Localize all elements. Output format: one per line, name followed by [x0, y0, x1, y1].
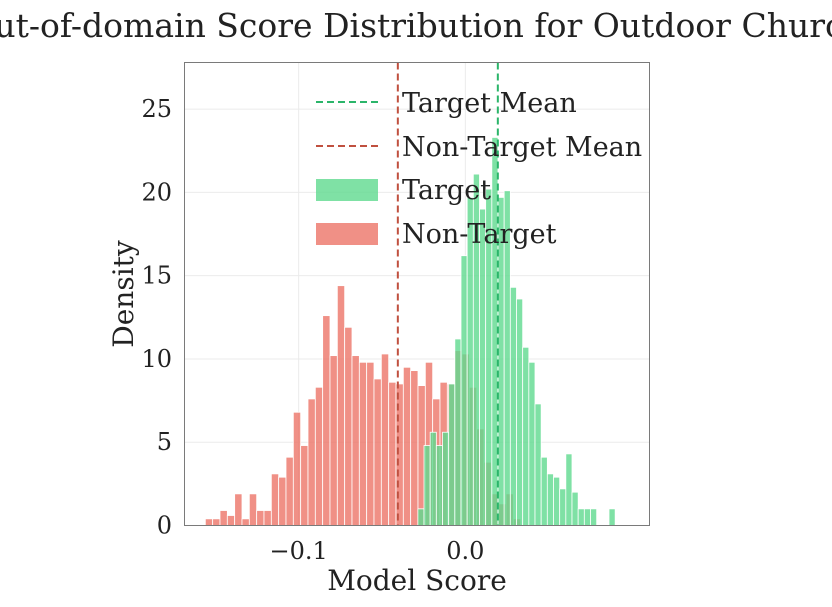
non-target-bar-2: [219, 510, 228, 526]
x-axis-ticks: −0.1 0.0: [270, 537, 485, 565]
target-bar-23: [559, 488, 567, 526]
y-axis-label: Density: [107, 240, 140, 348]
target-bar-10: [479, 208, 487, 526]
target-bar-25: [571, 491, 579, 526]
non-target-bar-9: [270, 473, 280, 526]
non-target-bar-21: [358, 361, 368, 526]
non-target-bar-17: [329, 355, 338, 526]
target-bar-1: [423, 445, 431, 526]
non-target-bar-7: [256, 510, 265, 526]
target-bar-20: [540, 456, 548, 526]
non-target-bar-0: [204, 518, 214, 526]
target-bar-28: [590, 508, 598, 526]
non-target-bar-12: [292, 411, 302, 526]
target-bar-2: [429, 431, 437, 526]
non-target-bar-11: [285, 456, 294, 526]
legend-swatch-target: [316, 179, 378, 201]
target-bar-19: [534, 403, 542, 526]
non-target-bar-18: [336, 285, 346, 526]
non-target-bar-22: [366, 361, 375, 526]
target-bar-4: [442, 431, 450, 526]
target-bar-21: [546, 473, 554, 526]
target-bar-3: [435, 445, 443, 526]
target-bar-15: [509, 286, 517, 526]
non-target-bar-4: [234, 493, 243, 526]
target-bar-26: [577, 508, 585, 526]
y-tick-label-4: 20: [141, 178, 172, 206]
non-target-bar-16: [322, 315, 331, 526]
target-bar-29: [608, 508, 616, 526]
non-target-bar-27: [402, 366, 412, 526]
target-bar-17: [522, 346, 530, 526]
x-tick-label-1: 0.0: [446, 537, 484, 565]
legend-label-non-target: Non-Target: [402, 219, 557, 250]
mean-lines: [396, 62, 499, 526]
non-target-bar-6: [248, 493, 258, 526]
plot-area-frame: [184, 62, 650, 526]
legend: Target Mean Non-Target Mean Target Non-T…: [316, 88, 642, 250]
y-tick-label-5: 25: [141, 95, 172, 123]
non-target-bar-14: [307, 398, 316, 526]
non-target-bar-25: [388, 381, 397, 526]
target-bar-18: [528, 361, 536, 526]
legend-label-target-mean: Target Mean: [402, 88, 577, 119]
non-target-bar-24: [380, 353, 390, 526]
non-target-bar-20: [351, 355, 360, 526]
target-bar-7: [460, 255, 468, 526]
grid-lines: [184, 62, 650, 526]
non-target-bar-10: [278, 476, 287, 526]
y-tick-label-0: 0: [157, 512, 172, 540]
non-target-bar-1: [212, 518, 221, 526]
target-bar-16: [516, 298, 524, 526]
non-target-bar-13: [300, 445, 309, 526]
target-bar-22: [553, 476, 561, 526]
non-target-bar-23: [373, 378, 382, 526]
non-target-bar-15: [314, 386, 324, 526]
x-tick-label-0: −0.1: [270, 537, 328, 565]
target-bar-5: [448, 383, 456, 526]
y-axis-ticks: 0 5 10 15 20 25: [141, 95, 172, 539]
y-tick-label-3: 15: [141, 262, 172, 290]
non-target-bar-19: [344, 326, 353, 526]
chart-title: Out-of-domain Score Distribution for Out…: [0, 6, 832, 45]
target-bar-27: [583, 508, 591, 526]
non-target-bar-28: [410, 370, 419, 526]
legend-swatch-non-target: [316, 223, 378, 245]
non-target-bar-3: [226, 515, 236, 526]
non-target-bar-8: [263, 510, 272, 526]
x-axis-label: Model Score: [327, 564, 507, 597]
y-tick-label-1: 5: [157, 428, 172, 456]
target-bar-0: [417, 508, 425, 526]
target-bar-24: [565, 453, 573, 526]
legend-label-non-target-mean: Non-Target Mean: [402, 132, 642, 163]
target-bars: [417, 137, 616, 526]
target-bar-6: [454, 338, 462, 526]
non-target-bar-5: [241, 518, 250, 526]
legend-label-target: Target: [402, 175, 491, 206]
y-tick-label-2: 10: [141, 345, 172, 373]
